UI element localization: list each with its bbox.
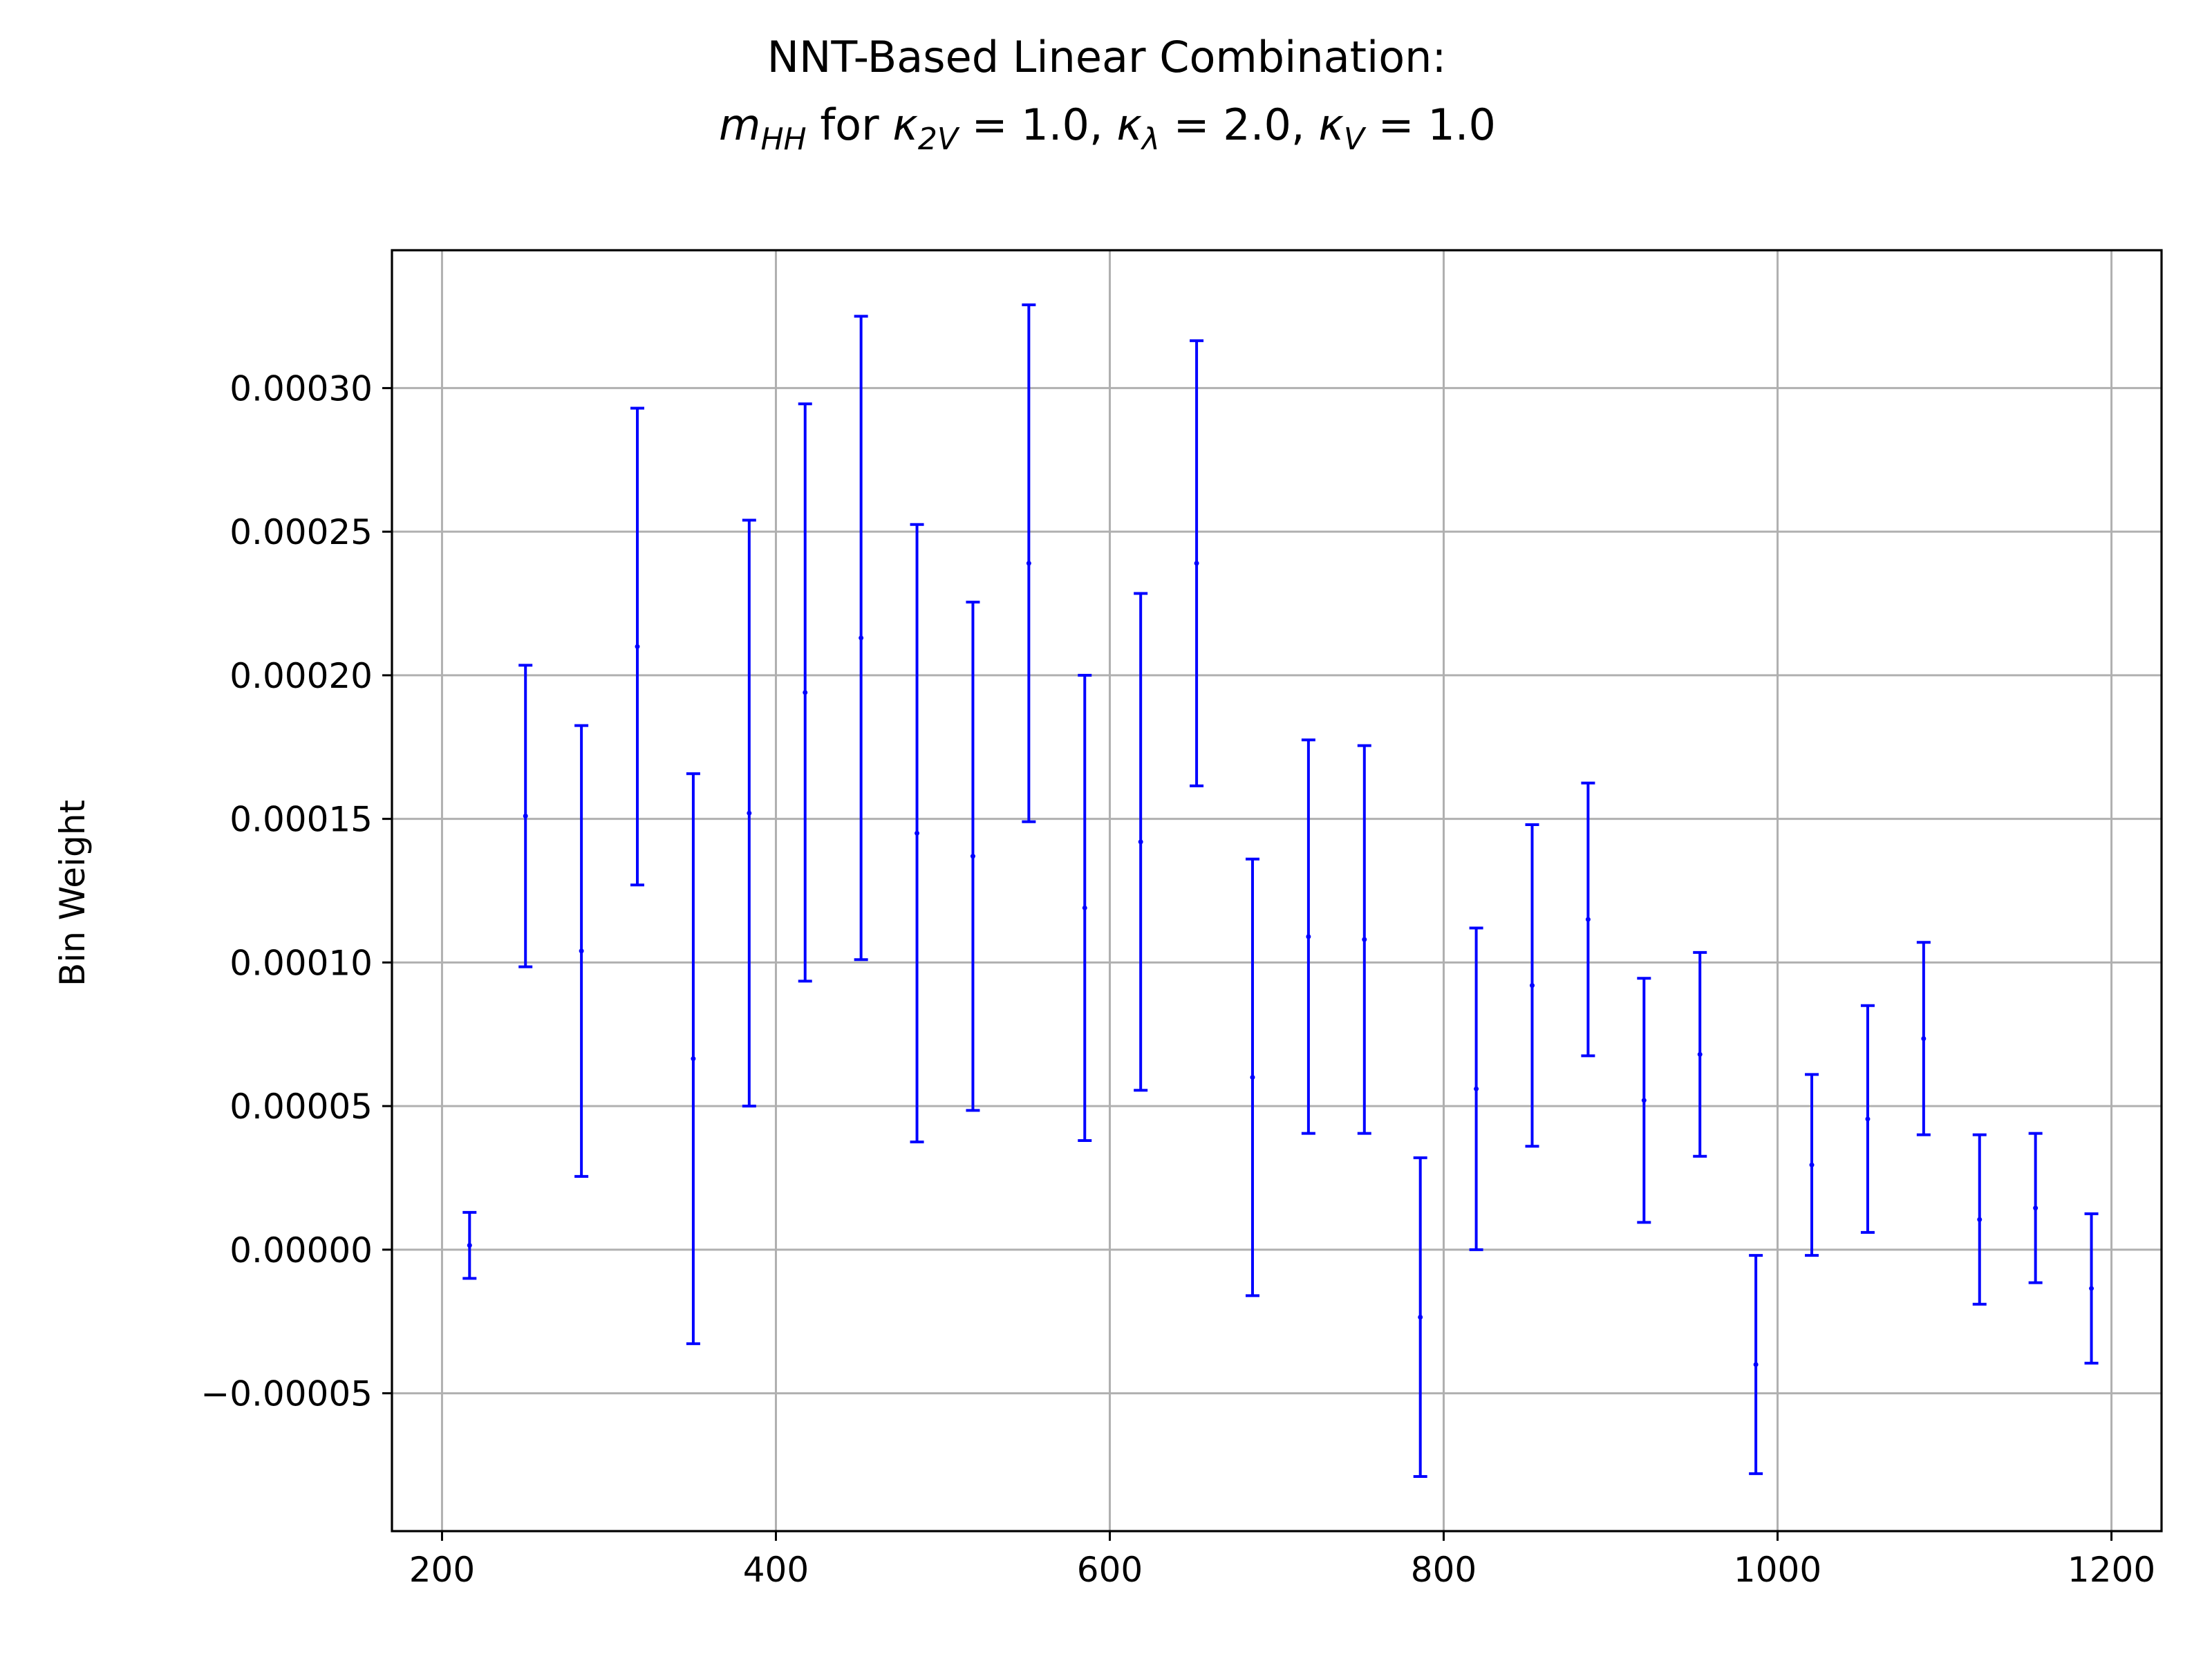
data-point bbox=[1977, 1217, 1983, 1222]
error-bar bbox=[1525, 823, 1539, 1148]
x-tick-label: 400 bbox=[743, 1550, 809, 1590]
title-kappa-2v-sub: 2V bbox=[918, 122, 960, 157]
data-point bbox=[747, 810, 752, 816]
title-value-2: = 2.0, bbox=[1160, 100, 1318, 150]
error-bar bbox=[854, 315, 868, 962]
x-tick-label: 200 bbox=[409, 1550, 475, 1590]
data-point bbox=[1921, 1035, 1927, 1041]
error-bar bbox=[1637, 977, 1651, 1224]
data-point bbox=[1865, 1116, 1871, 1122]
error-bar bbox=[574, 724, 589, 1178]
data-point bbox=[1362, 937, 1367, 942]
x-tick-label: 1000 bbox=[1734, 1550, 1821, 1590]
error-bar bbox=[1357, 744, 1371, 1135]
title-for: for bbox=[807, 100, 893, 150]
y-tick-label: 0.00000 bbox=[229, 1230, 373, 1271]
error-bar bbox=[462, 1210, 477, 1280]
error-bar bbox=[1301, 738, 1315, 1135]
y-tick-label: 0.00015 bbox=[229, 800, 373, 840]
data-point bbox=[1641, 1098, 1647, 1103]
title-kappa-v-sub: V bbox=[1344, 122, 1367, 157]
error-bar bbox=[1749, 1254, 1763, 1475]
data-point bbox=[1306, 934, 1311, 939]
data-point bbox=[1250, 1075, 1255, 1080]
data-point bbox=[1530, 983, 1535, 988]
error-bar bbox=[1581, 781, 1595, 1058]
data-point bbox=[859, 635, 864, 641]
error-bar bbox=[1413, 1156, 1427, 1479]
data-point bbox=[523, 813, 528, 818]
chart-title-line2: mHH for κ2V = 1.0, κλ = 2.0, κV = 1.0 bbox=[719, 100, 1496, 157]
data-point bbox=[1697, 1051, 1703, 1057]
axis-ticks: 200 400 600 800 1000 1200 −0.00005 0.00000 0.000… bbox=[200, 368, 2155, 1590]
error-bar bbox=[1078, 673, 1092, 1142]
y-tick-label: 0.00020 bbox=[229, 656, 373, 696]
title-kappa-v: κ bbox=[1318, 100, 1344, 150]
error-bar bbox=[1134, 592, 1148, 1092]
y-tick-label: 0.00005 bbox=[229, 1087, 373, 1127]
data-point bbox=[1418, 1314, 1423, 1320]
x-tick-label: 600 bbox=[1077, 1550, 1143, 1590]
data-point bbox=[1753, 1362, 1759, 1367]
error-bars bbox=[462, 303, 2099, 1479]
data-point bbox=[1194, 561, 1199, 566]
title-kappa-lambda-sub: λ bbox=[1141, 122, 1160, 157]
data-point bbox=[1082, 905, 1087, 910]
data-point bbox=[579, 948, 584, 954]
title-value-3: = 1.0 bbox=[1365, 100, 1496, 150]
data-point bbox=[1809, 1162, 1815, 1168]
data-point bbox=[2089, 1286, 2094, 1291]
y-tick-label: 0.00010 bbox=[229, 943, 373, 983]
data-point bbox=[1474, 1086, 1479, 1091]
title-m-sub: HH bbox=[760, 122, 806, 157]
error-bar bbox=[1469, 926, 1483, 1251]
error-bar bbox=[966, 600, 980, 1112]
data-point bbox=[1585, 917, 1591, 922]
y-tick-label: 0.00030 bbox=[229, 368, 373, 409]
data-point bbox=[915, 830, 920, 836]
x-tick-label: 800 bbox=[1411, 1550, 1477, 1590]
error-bar bbox=[686, 772, 700, 1345]
data-point bbox=[467, 1243, 472, 1248]
y-tick-label: 0.00025 bbox=[229, 512, 373, 552]
x-tick-label: 1200 bbox=[2068, 1550, 2155, 1590]
y-axis-label: Bin Weight bbox=[53, 800, 93, 986]
error-bar bbox=[630, 406, 645, 887]
error-bar bbox=[1916, 941, 1931, 1136]
error-bar bbox=[1860, 1004, 1875, 1234]
title-m: m bbox=[719, 100, 760, 150]
error-bar bbox=[1022, 303, 1036, 823]
error-bar bbox=[798, 402, 812, 983]
error-bar bbox=[518, 664, 533, 968]
y-tick-label: −0.00005 bbox=[200, 1374, 373, 1414]
data-point bbox=[635, 644, 640, 649]
chart-title-line1: NNT-Based Linear Combination: bbox=[767, 32, 1447, 82]
data-point bbox=[2033, 1206, 2038, 1211]
data-point bbox=[803, 690, 808, 695]
error-bar bbox=[1972, 1133, 1987, 1306]
error-bar bbox=[1245, 857, 1259, 1297]
error-bar bbox=[1805, 1073, 1819, 1257]
error-bar bbox=[2084, 1212, 2099, 1365]
error-bar bbox=[742, 518, 756, 1108]
error-bar bbox=[2028, 1132, 2043, 1284]
error-bar bbox=[1693, 950, 1707, 1158]
title-value-1: = 1.0, bbox=[958, 100, 1116, 150]
data-point bbox=[970, 854, 975, 859]
error-bar bbox=[1190, 339, 1204, 787]
grid bbox=[392, 250, 2162, 1531]
data-point bbox=[691, 1056, 696, 1062]
title-kappa-lambda: κ bbox=[1116, 100, 1142, 150]
error-bar bbox=[910, 523, 924, 1144]
plot-frame bbox=[391, 249, 2163, 1533]
title-kappa-2v: κ bbox=[892, 100, 918, 150]
data-point bbox=[1026, 561, 1031, 566]
data-point bbox=[1138, 839, 1143, 845]
